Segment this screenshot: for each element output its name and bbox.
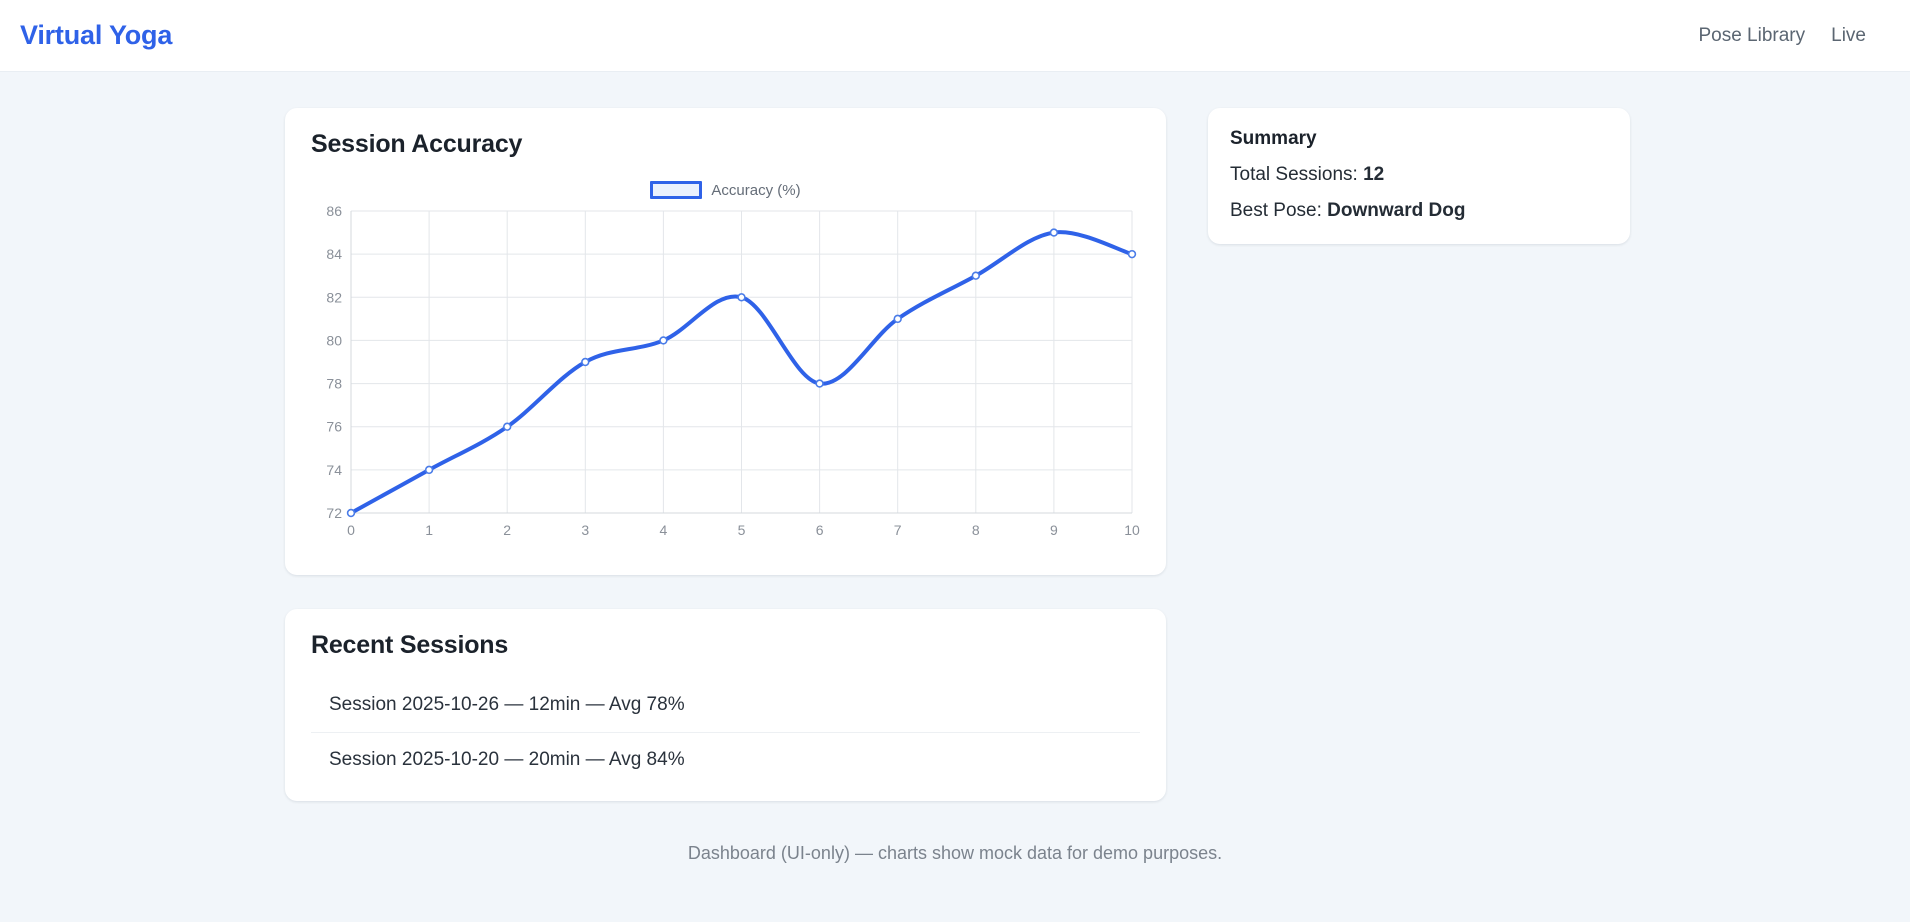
- dashboard-layout: Session Accuracy Accuracy (%) 72 74 76 78 80…: [0, 108, 1910, 801]
- footer-note: Dashboard (UI-only) — charts show mock d…: [687, 843, 1223, 863]
- svg-text:0: 0: [347, 522, 355, 538]
- recent-sessions-list: Session 2025-10-26 — 12min — Avg 78% Ses…: [311, 678, 1140, 787]
- svg-text:2: 2: [503, 522, 511, 538]
- svg-text:72: 72: [326, 505, 342, 521]
- chart-legend: Accuracy (%): [311, 177, 1140, 203]
- nav-link-live[interactable]: Live: [1831, 25, 1866, 46]
- list-item[interactable]: Session 2025-10-20 — 20min — Avg 84%: [329, 749, 685, 770]
- nav-link-pose-library[interactable]: Pose Library: [1698, 25, 1806, 46]
- svg-text:7: 7: [894, 522, 902, 538]
- svg-text:84: 84: [326, 246, 342, 262]
- svg-text:1: 1: [425, 522, 433, 538]
- legend-swatch-accuracy[interactable]: [650, 181, 703, 199]
- svg-text:86: 86: [326, 203, 342, 219]
- summary-title: Summary: [1230, 128, 1317, 149]
- summary-value-best-pose: Downward Dog: [1327, 200, 1466, 221]
- svg-text:10: 10: [1124, 522, 1140, 538]
- svg-text:5: 5: [738, 522, 746, 538]
- legend-label-accuracy: Accuracy (%): [711, 181, 801, 199]
- summary-value-total-sessions: 12: [1363, 164, 1385, 185]
- summary-label-total-sessions: Total Sessions:: [1230, 164, 1358, 185]
- brand-logo[interactable]: Virtual Yoga: [20, 20, 173, 50]
- main-column: Session Accuracy Accuracy (%) 72 74 76 78 80…: [285, 108, 1166, 801]
- svg-text:4: 4: [660, 522, 668, 538]
- summary-row-total-sessions: Total Sessions: 12: [1230, 164, 1608, 186]
- svg-text:8: 8: [972, 522, 980, 538]
- svg-text:74: 74: [326, 462, 342, 478]
- page-title: Session Accuracy: [311, 130, 523, 158]
- summary-label-best-pose: Best Pose:: [1230, 200, 1322, 221]
- nav-links: Pose Library Live: [1698, 26, 1886, 45]
- svg-text:78: 78: [326, 376, 342, 392]
- side-column: Summary Total Sessions: 12 Best Pose: Do…: [1208, 108, 1630, 244]
- list-item[interactable]: Session 2025-10-26 — 12min — Avg 78%: [311, 678, 1140, 733]
- summary-row-best-pose: Best Pose: Downward Dog: [1230, 200, 1608, 222]
- recent-sessions-title: Recent Sessions: [311, 631, 509, 659]
- session-accuracy-card: Session Accuracy Accuracy (%) 72 74 76 78 80…: [285, 108, 1166, 575]
- svg-text:3: 3: [581, 522, 589, 538]
- svg-text:76: 76: [326, 419, 342, 435]
- session-accuracy-chart: Accuracy (%) 72 74 76 78 80 82 84 86 0 1 2 3 4 5 6 7 8 9 1…: [311, 177, 1140, 549]
- svg-text:9: 9: [1050, 522, 1058, 538]
- svg-text:82: 82: [326, 289, 342, 305]
- recent-sessions-card: Recent Sessions Session 2025-10-26 — 12m…: [285, 609, 1166, 801]
- summary-card: Summary Total Sessions: 12 Best Pose: Do…: [1208, 108, 1630, 244]
- top-navbar: Virtual Yoga Pose Library Live: [0, 0, 1910, 72]
- svg-text:80: 80: [326, 332, 342, 348]
- svg-text:6: 6: [816, 522, 824, 538]
- page-body: Session Accuracy Accuracy (%) 72 74 76 78 80…: [0, 72, 1910, 864]
